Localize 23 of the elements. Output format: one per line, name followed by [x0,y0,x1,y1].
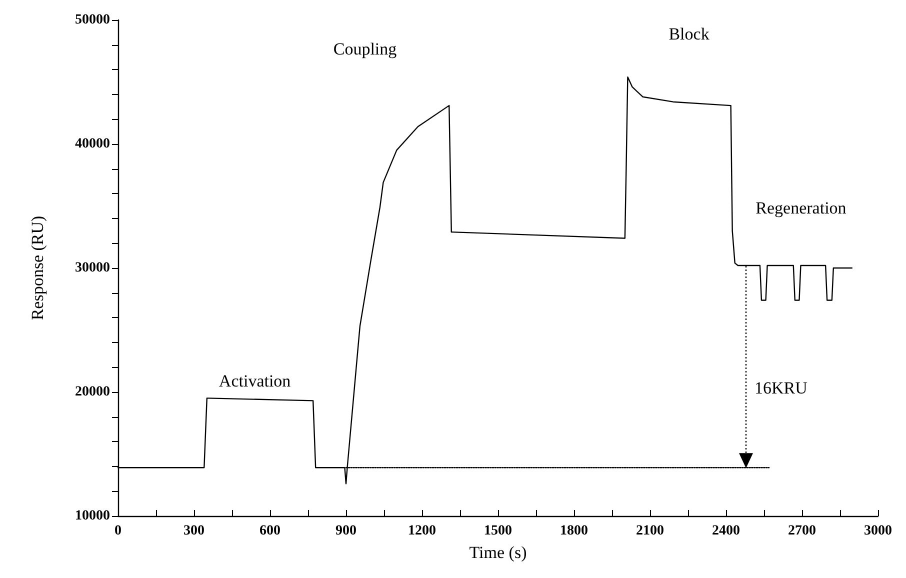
x-tick-label: 1500 [484,524,512,538]
y-tick-label: 50000 [75,12,110,28]
x-tick-label: 1800 [560,524,588,538]
x-tick-label: 2100 [636,524,664,538]
x-tick-label: 3000 [864,524,892,538]
x-tick-label: 1200 [408,524,436,538]
x-tick-label: 300 [184,524,204,538]
y-axis-title: Response (RU) [28,216,47,320]
annotation: Regeneration [756,198,847,218]
x-tick-label: 900 [336,524,356,538]
x-tick-label: 2700 [788,524,816,538]
y-tick-label: 20000 [75,384,110,400]
y-tick-label: 10000 [75,508,110,524]
annotation: Coupling [333,40,398,59]
annotation: Block [668,24,710,44]
x-axis-title: Time (s) [469,543,527,562]
x-tick-label: 600 [260,524,280,538]
x-tick-label: 0 [114,524,122,538]
x-tick-label: 2400 [712,524,740,538]
annotation: Activation [218,371,292,390]
annotation: 16KRU [754,378,808,398]
y-tick-label: 40000 [75,136,110,152]
y-tick-label: 30000 [75,260,110,276]
